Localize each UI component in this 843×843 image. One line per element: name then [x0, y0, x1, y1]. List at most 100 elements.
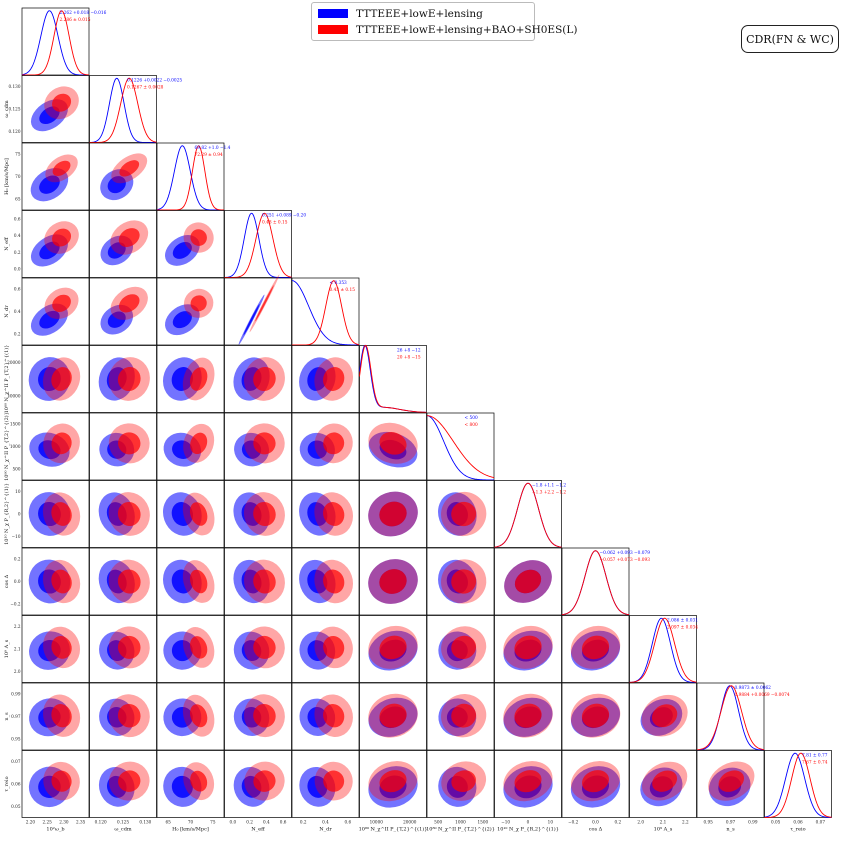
y-tick-2-0: 65: [15, 196, 21, 201]
contour-68-7-2-baseline: [171, 502, 193, 526]
x-axis-label-1: ω_cdm: [114, 827, 132, 833]
contour-68-2-0-baseline: [39, 175, 60, 194]
marginal-curve-8-combined: [561, 550, 630, 616]
x-tick-4-0: 0.2: [300, 820, 307, 825]
contour-68-8-1-combined: [117, 569, 141, 594]
contour-68-11-2-combined: [190, 770, 208, 792]
stat-label-9-baseline: 2.086 ± 0.031: [667, 619, 698, 624]
x-tick-3-1: 0.2: [246, 820, 253, 825]
x-tick-5-1: 20000: [403, 820, 417, 825]
y-tick-10-0: 0.95: [11, 736, 21, 741]
x-tick-10-2: 0.99: [748, 820, 758, 825]
contour-68-8-5-combined: [379, 569, 407, 594]
x-tick-4-2: 0.6: [344, 820, 351, 825]
x-axis-label-3: N_eff: [251, 827, 265, 833]
x-axis-label-8: cos Δ: [589, 827, 603, 833]
contour-68-4-0-baseline: [39, 310, 60, 329]
contour-68-6-5-combined: [379, 432, 407, 455]
contour-68-10-8-combined: [581, 703, 610, 728]
legend-swatch-baseline: [318, 9, 348, 18]
panel-7-7: [494, 480, 562, 548]
panel-4-4: [291, 277, 360, 346]
stat-label-9-combined: 2.097 ± 0.034: [667, 626, 698, 631]
y-tick-2-2: 75: [15, 152, 21, 157]
x-tick-7-1: 0: [527, 820, 530, 825]
contour-68-4-0-combined: [52, 294, 71, 312]
marginal-curve-4-baseline: [292, 280, 359, 346]
y-tick-4-0: 0.2: [14, 331, 21, 336]
stat-label-2-combined: 72.29 ± 0.94: [195, 153, 223, 158]
y-tick-1-1: 0.125: [9, 107, 21, 112]
contour-68-10-4-baseline: [307, 707, 328, 728]
y-tick-7-1: 0: [18, 512, 21, 517]
marginal-curve-7-combined: [494, 482, 562, 548]
contour-68-10-2-combined: [189, 704, 208, 728]
contour-68-4-1-combined: [118, 294, 140, 313]
x-tick-0-0: 2.20: [26, 820, 36, 825]
contour-68-9-4-baseline: [307, 640, 328, 662]
stat-label-6-baseline: < 500: [465, 416, 478, 421]
stat-label-7-baseline: −1.8 +1.1 −1.2: [532, 484, 566, 489]
x-tick-8-0: −0.2: [568, 820, 579, 825]
panel-10-6: [426, 682, 495, 751]
x-tick-3-2: 0.4: [263, 820, 270, 825]
stat-label-7-combined: −1.3 +2.2 −1.2: [532, 491, 566, 496]
x-axis-label-9: 10⁹ A_s: [654, 827, 673, 833]
x-tick-0-3: 2.35: [76, 820, 86, 825]
legend-swatch-combined: [318, 25, 348, 34]
stat-label-0-combined: 2.286 ± 0.015: [60, 18, 91, 23]
panel-8-8: [561, 547, 630, 616]
marginal-curve-0-baseline: [21, 10, 89, 76]
x-tick-2-0: 65: [165, 820, 171, 825]
contour-68-3-2-combined: [190, 229, 207, 246]
contour-68-8-3-combined: [253, 569, 276, 594]
panel-4-3: [224, 277, 292, 346]
x-tick-6-2: 1500: [477, 820, 488, 825]
stat-label-10-combined: 0.9884 +0.0069 −0.0074: [735, 693, 790, 698]
y-axis-label-8: cos Δ: [4, 574, 10, 588]
contour-68-1-0-combined: [52, 93, 72, 112]
x-tick-8-1: 0.0: [592, 820, 599, 825]
contour-68-5-1-combined: [117, 366, 141, 392]
x-tick-9-0: 2.0: [637, 820, 644, 825]
y-axis-label-4: N_dr: [4, 305, 10, 318]
y-tick-2-1: 70: [15, 174, 21, 179]
legend-label-baseline: TTTEEE+lowE+lensing: [356, 7, 483, 20]
marginal-curve-2-baseline: [156, 145, 224, 211]
legend-label-combined: TTTEEE+lowE+lensing+BAO+SH0ES(L): [356, 23, 578, 36]
contour-68-4-3-combined: [255, 285, 274, 322]
y-tick-3-1: 0.2: [14, 250, 21, 255]
contour-68-6-1-combined: [118, 432, 141, 455]
contour-68-8-7-combined: [514, 569, 542, 594]
y-axis-label-5: 10⁸⁰ N_χ^II P_{T,2}^{(1)}: [3, 345, 10, 414]
contour-68-10-4-combined: [323, 704, 345, 728]
model-label: CDR(FN & WC): [746, 32, 834, 46]
y-tick-6-2: 1500: [10, 422, 21, 427]
contour-68-6-2-combined: [190, 432, 208, 455]
stat-label-8-baseline: −0.062 +0.093 −0.079: [600, 551, 651, 556]
marginal-curve-1-combined: [89, 77, 157, 143]
panel-2-2: [156, 142, 225, 211]
y-tick-1-0: 0.120: [9, 129, 21, 134]
legend-item-baseline: TTTEEE+lowE+lensing: [318, 6, 483, 21]
stat-label-1-baseline: 0.1226 +0.0022 −0.0025: [127, 79, 182, 84]
x-tick-11-1: 0.06: [793, 820, 803, 825]
y-axis-label-2: H₀ [km/s/Mpc]: [4, 158, 10, 195]
contour-68-9-1-combined: [117, 635, 141, 659]
marginal-curve-4-combined: [292, 280, 360, 346]
x-axis-label-10: n_s: [726, 827, 735, 833]
contour-68-7-3-combined: [253, 501, 276, 527]
y-tick-4-1: 0.4: [14, 309, 21, 314]
contour-68-9-0-combined: [51, 636, 72, 659]
contour-68-11-9-combined: [652, 770, 678, 792]
contour-68-10-1-combined: [117, 703, 141, 728]
panel-3-2: [156, 210, 225, 278]
y-axis-label-1: ω_cdm: [4, 100, 10, 118]
y-tick-11-1: 0.06: [11, 782, 21, 787]
contour-68-11-0-combined: [51, 770, 72, 792]
stat-label-0-baseline: 2.262 +0.018 −0.016: [60, 11, 107, 16]
stat-label-8-combined: −0.057 +0.073 −0.093: [600, 558, 651, 563]
x-tick-11-0: 0.05: [771, 820, 781, 825]
x-tick-4-1: 0.4: [322, 820, 329, 825]
y-tick-8-1: 0.0: [14, 579, 21, 584]
